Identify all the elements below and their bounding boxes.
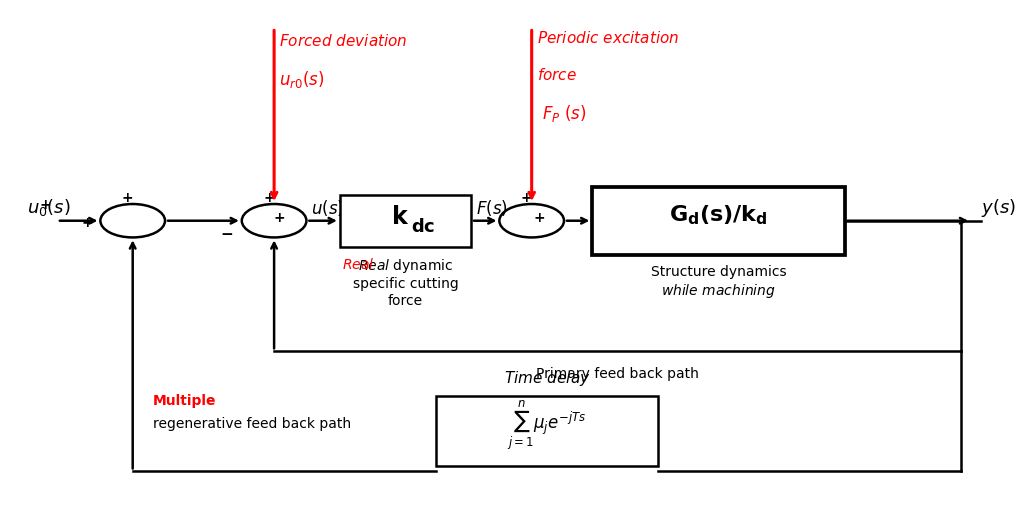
Text: $u(s)$: $u(s)$: [311, 198, 344, 218]
Text: +: +: [122, 191, 133, 205]
Text: $\mathit{Time\ delay}$: $\mathit{Time\ delay}$: [504, 369, 590, 388]
Text: $y(s)$: $y(s)$: [981, 197, 1016, 219]
Text: +: +: [521, 191, 532, 205]
Text: +: +: [263, 191, 274, 205]
Text: +: +: [273, 211, 285, 225]
Text: Multiple: Multiple: [153, 394, 216, 408]
Text: regenerative feed back path: regenerative feed back path: [153, 417, 351, 432]
Text: +: +: [39, 198, 50, 212]
Text: $u_{r0}(s)$: $u_{r0}(s)$: [280, 69, 325, 90]
Text: +: +: [82, 216, 93, 230]
FancyBboxPatch shape: [436, 396, 658, 466]
Text: Structure dynamics
$\it{while\ machining}$: Structure dynamics $\it{while\ machining…: [650, 265, 786, 300]
FancyBboxPatch shape: [340, 195, 471, 247]
Text: $F_P\ (s)$: $F_P\ (s)$: [542, 103, 587, 124]
Text: $\it{Forced\ deviation}$: $\it{Forced\ deviation}$: [280, 33, 408, 49]
Text: $\sum_{j=1}^{n}\mu_j e^{-jTs}$: $\sum_{j=1}^{n}\mu_j e^{-jTs}$: [507, 399, 587, 453]
Text: $\it{Periodic\ excitation}$: $\it{Periodic\ excitation}$: [537, 30, 679, 46]
Text: $u_0(s)$: $u_0(s)$: [27, 197, 71, 218]
Text: $F(s)$: $F(s)$: [476, 198, 508, 218]
Text: −: −: [220, 227, 233, 243]
Text: Primary feed back path: Primary feed back path: [537, 367, 699, 381]
Text: $\mathbf{dc}$: $\mathbf{dc}$: [412, 218, 436, 236]
Text: $\it{force}$: $\it{force}$: [537, 67, 577, 82]
Text: $\it{Real}$ dynamic
specific cutting
force: $\it{Real}$ dynamic specific cutting for…: [352, 257, 459, 308]
Text: $\mathbf{k}$: $\mathbf{k}$: [391, 205, 410, 228]
FancyBboxPatch shape: [592, 187, 845, 255]
Text: $\it{Real}$: $\it{Real}$: [342, 257, 374, 272]
Text: +: +: [534, 211, 546, 225]
Text: $\mathbf{G_d(s)/k_d}$: $\mathbf{G_d(s)/k_d}$: [669, 204, 768, 227]
